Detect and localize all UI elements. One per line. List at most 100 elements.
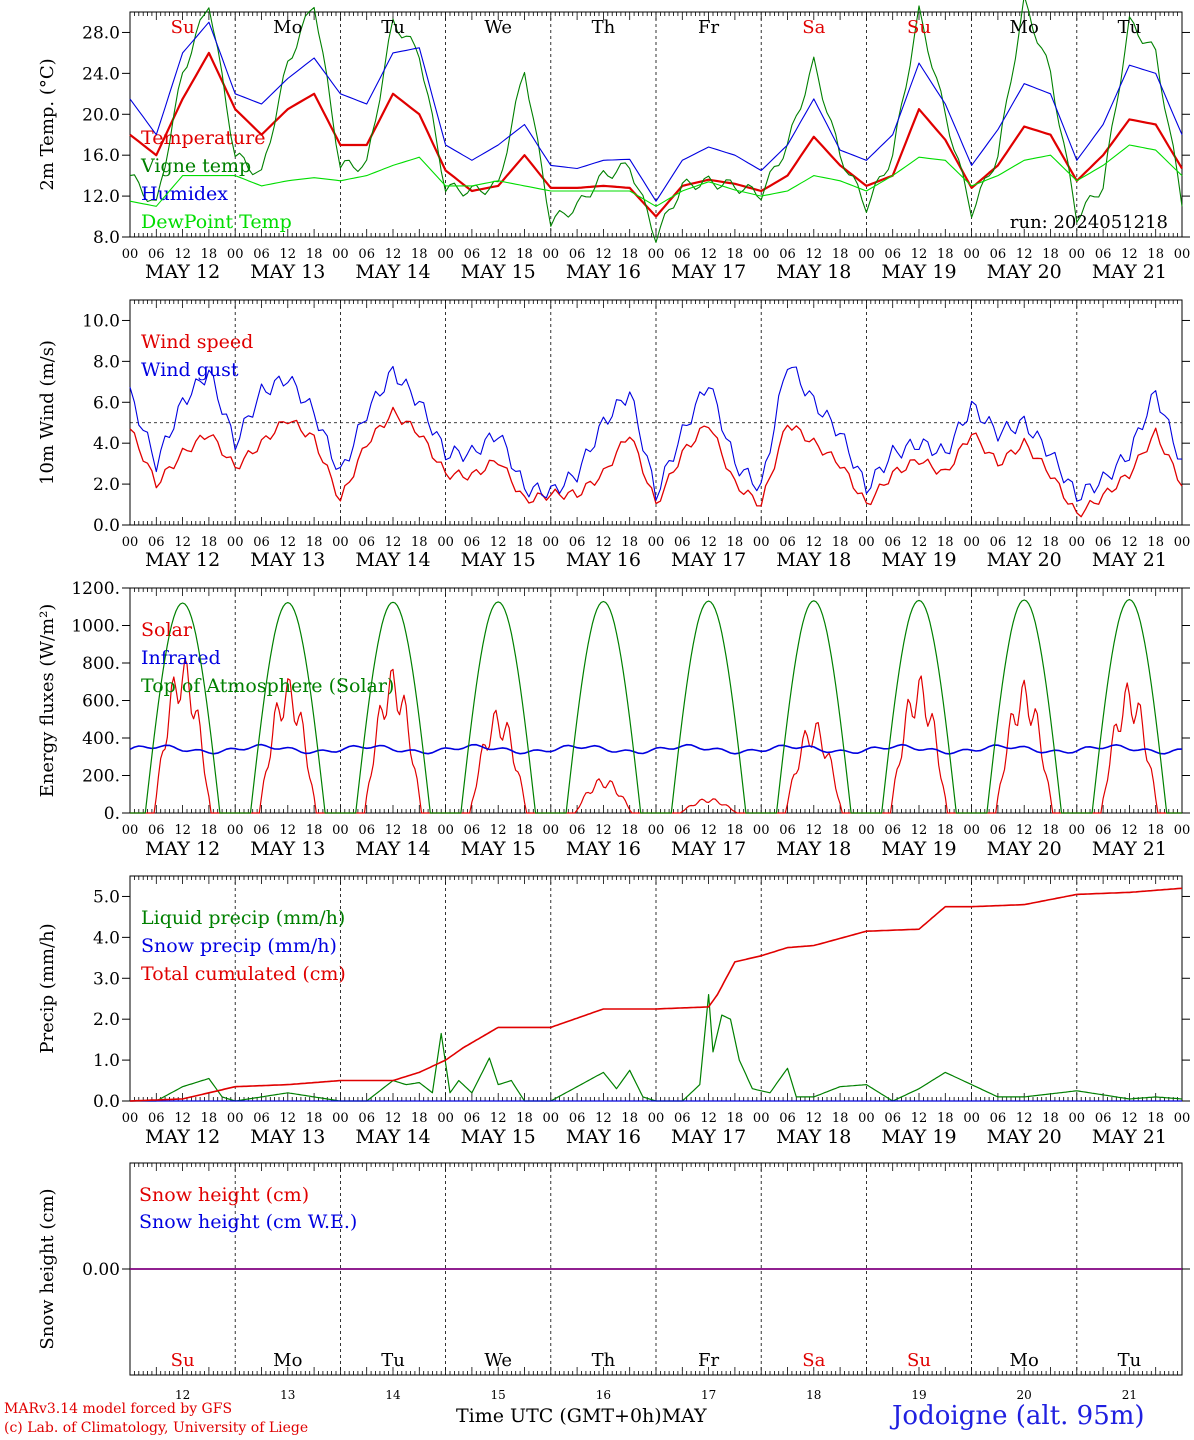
weekday-label: Fr: [698, 17, 719, 38]
hour-tick-label: 00: [1174, 535, 1191, 550]
hour-tick-label: 12: [490, 247, 507, 262]
day-label: MAY 14: [355, 549, 430, 571]
day-label: MAY 21: [1092, 1126, 1167, 1148]
hour-tick-label: 06: [148, 247, 165, 262]
series-line: [129, 365, 1183, 502]
hour-tick-label: 00: [1174, 823, 1191, 838]
hour-tick-label: 12: [595, 247, 612, 262]
hour-tick-label: 12: [1016, 535, 1033, 550]
weekday-label: We: [484, 1350, 512, 1371]
panel-frame: [129, 299, 1183, 526]
panel-frame: [129, 11, 1183, 238]
hour-tick-label: 00: [1069, 823, 1086, 838]
hour-tick-label: 18: [727, 535, 744, 550]
hour-tick-label: 12: [490, 1111, 507, 1126]
y-tick-label: 12.0: [82, 187, 120, 207]
hour-tick-label: 06: [674, 535, 691, 550]
hour-tick-label: 12: [1121, 1111, 1138, 1126]
hour-tick-label: 18: [621, 823, 638, 838]
day-label: MAY 17: [671, 549, 746, 571]
hour-tick-label: 00: [122, 247, 139, 262]
hour-tick-label: 12: [490, 823, 507, 838]
hour-tick-label: 06: [1095, 1111, 1112, 1126]
legend-label: Snow height (cm): [139, 1184, 309, 1206]
hour-tick-label: 12: [174, 1111, 191, 1126]
hour-tick-label: 18: [727, 1111, 744, 1126]
day-number: 17: [701, 1388, 716, 1402]
day-label: MAY 18: [776, 549, 851, 571]
day-label: MAY 14: [355, 1126, 430, 1148]
hour-tick-label: 18: [516, 1111, 533, 1126]
y-tick-label: 1200.: [71, 579, 120, 599]
day-number: 18: [806, 1388, 821, 1402]
hour-tick-label: 06: [674, 247, 691, 262]
hour-tick-label: 12: [1121, 535, 1138, 550]
hour-tick-label: 12: [806, 247, 823, 262]
hour-tick-label: 18: [937, 247, 954, 262]
hour-tick-label: 12: [595, 823, 612, 838]
hour-tick-label: 12: [806, 535, 823, 550]
hour-tick-label: 06: [148, 535, 165, 550]
x-axis-unit: Time UTC (GMT+0h)MAY: [456, 1405, 707, 1427]
hour-tick-label: 18: [411, 823, 428, 838]
hour-tick-label: 18: [411, 247, 428, 262]
hour-tick-label: 00: [1069, 1111, 1086, 1126]
hour-tick-label: 00: [753, 535, 770, 550]
weekday-label: Mo: [273, 1350, 302, 1371]
hour-tick-label: 18: [937, 1111, 954, 1126]
hour-tick-label: 00: [753, 247, 770, 262]
panel-1: 8.0 12.0 16.0 20.0 24.0 28.0 2m Temp. (°C) 00 06…: [37, 0, 1190, 283]
hour-tick-label: 12: [700, 247, 717, 262]
hour-tick-label: 06: [1095, 247, 1112, 262]
hour-tick-label: 06: [358, 535, 375, 550]
hour-tick-label: 06: [884, 247, 901, 262]
hour-tick-label: 18: [621, 247, 638, 262]
day-label: MAY 13: [250, 838, 325, 860]
hour-tick-label: 06: [148, 823, 165, 838]
hour-tick-label: 06: [569, 247, 586, 262]
hour-tick-label: 00: [437, 823, 454, 838]
panel-2: 0.0 2.0 4.0 6.0 8.0 10.0 10m Wind (m/s) 00 06 12 1…: [37, 299, 1191, 571]
weekday-label: Su: [907, 17, 931, 38]
y-tick-label: 1.0: [93, 1051, 120, 1071]
y-tick-label: 4.0: [93, 928, 120, 948]
hour-tick-label: 12: [700, 535, 717, 550]
hour-tick-label: 18: [516, 823, 533, 838]
hour-tick-label: 00: [332, 535, 349, 550]
hour-tick-label: 00: [122, 823, 139, 838]
day-label: MAY 21: [1092, 549, 1167, 571]
day-label: MAY 15: [461, 549, 536, 571]
hour-tick-label: 06: [569, 823, 586, 838]
hour-tick-label: 00: [122, 1111, 139, 1126]
y-tick-label: 4.0: [93, 434, 120, 454]
hour-tick-label: 12: [1016, 823, 1033, 838]
hour-tick-label: 12: [385, 247, 402, 262]
hour-tick-label: 18: [621, 535, 638, 550]
y-tick-label: 6.0: [93, 393, 120, 413]
panel-frame: [129, 587, 1183, 814]
legend-label: Liquid precip (mm/h): [141, 907, 345, 929]
hour-tick-label: 00: [543, 1111, 560, 1126]
hour-tick-label: 18: [937, 823, 954, 838]
hour-tick-label: 00: [858, 823, 875, 838]
hour-tick-label: 06: [464, 1111, 481, 1126]
hour-tick-label: 06: [464, 823, 481, 838]
hour-tick-label: 00: [1069, 247, 1086, 262]
hour-tick-label: 18: [832, 247, 849, 262]
hour-tick-label: 12: [1121, 247, 1138, 262]
hour-tick-label: 00: [1174, 1111, 1191, 1126]
y-tick-label: 10.0: [82, 311, 120, 331]
day-label: MAY 12: [145, 549, 220, 571]
hour-tick-label: 12: [595, 1111, 612, 1126]
day-label: MAY 20: [987, 261, 1062, 283]
hour-tick-label: 00: [1069, 535, 1086, 550]
hour-tick-label: 18: [201, 535, 218, 550]
weekday-label: Mo: [1010, 1350, 1039, 1371]
hour-tick-label: 18: [201, 247, 218, 262]
y-axis-label: 10m Wind (m/s): [37, 340, 58, 485]
legend-label: Snow height (cm W.E.): [139, 1211, 357, 1233]
hour-tick-label: 00: [437, 535, 454, 550]
hour-tick-label: 00: [543, 247, 560, 262]
weekday-label: Fr: [698, 1350, 719, 1371]
